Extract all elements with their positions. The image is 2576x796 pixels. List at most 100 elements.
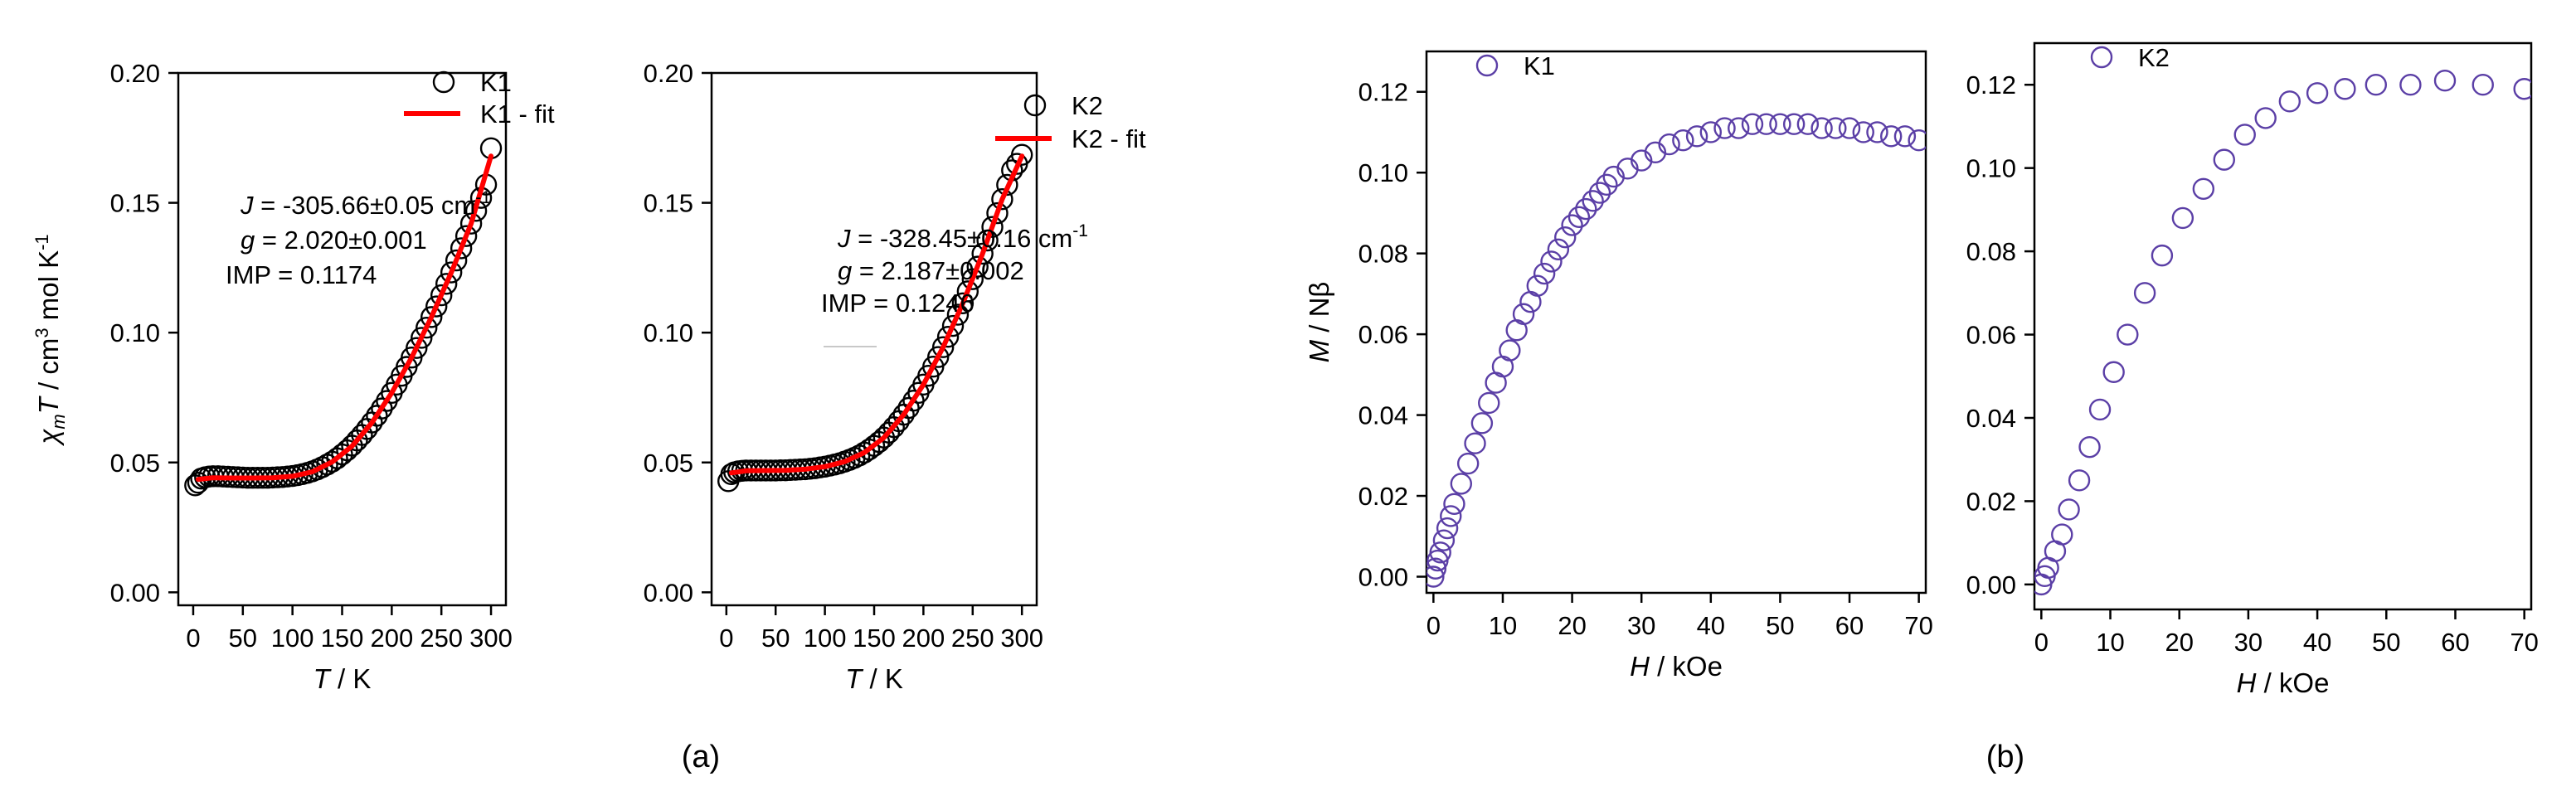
fit-annotation: IMP = 0.1174 xyxy=(226,260,377,289)
fit-annotation: J = -328.45±0.16 cm-1 xyxy=(837,221,1088,253)
x-axis-label: H / kOe xyxy=(2237,667,2330,698)
data-point-k1 xyxy=(411,327,433,349)
y-tick-label: 0.00 xyxy=(1966,570,2016,599)
data-point-k1 xyxy=(1699,121,1723,143)
x-tick-label: 50 xyxy=(1766,611,1794,640)
data-point-k1 xyxy=(1567,206,1591,228)
data-point-k2 xyxy=(2133,282,2156,304)
x-tick-label: 100 xyxy=(804,624,847,653)
y-tick-label: 0.15 xyxy=(110,189,160,218)
data-point-k2 xyxy=(986,201,1009,225)
data-point-k1 xyxy=(1893,125,1917,148)
y-tick-label: 0.00 xyxy=(1358,563,1408,592)
y-tick-label: 0.00 xyxy=(644,578,693,607)
data-point-k1 xyxy=(1741,113,1764,135)
data-point-k1 xyxy=(1427,557,1447,580)
data-point-k1 xyxy=(1526,274,1548,297)
data-point-k1 xyxy=(1478,391,1500,415)
data-point-k2 xyxy=(2399,74,2422,96)
data-point-k1 xyxy=(1499,339,1521,362)
data-point-k2 xyxy=(2365,74,2388,96)
x-tick-label: 40 xyxy=(2303,628,2331,657)
x-tick-label: 0 xyxy=(186,624,200,653)
fit-annotation: g = 2.020±0.001 xyxy=(241,226,427,255)
x-axis-label: T / K xyxy=(313,663,372,694)
data-point-k2 xyxy=(927,346,950,368)
data-point-k1 xyxy=(1470,412,1494,434)
x-tick-label: 60 xyxy=(2441,628,2469,657)
x-tick-label: 200 xyxy=(370,624,413,653)
data-point-k2 xyxy=(2192,177,2215,200)
chart-4: 0 10 20 30 40 50 60 70 0.00 0.02 0.04 0.06 0.08 0.10 0… xyxy=(1966,41,2539,698)
data-point-k2 xyxy=(2058,498,2080,521)
x-tick-label: 20 xyxy=(2165,628,2193,657)
y-tick-label: 0.05 xyxy=(110,449,160,478)
x-tick-label: 60 xyxy=(1835,611,1864,640)
x-tick-label: 300 xyxy=(469,624,513,653)
y-tick-label: 0.04 xyxy=(1358,401,1408,430)
x-tick-label: 70 xyxy=(1904,611,1932,640)
x-axis-label: H / kOe xyxy=(1630,651,1723,682)
x-tick-label: 30 xyxy=(1627,611,1655,640)
data-point-k2 xyxy=(2472,74,2494,96)
x-tick-label: 50 xyxy=(229,624,257,653)
data-point-k2 xyxy=(2051,523,2073,546)
data-point-k2 xyxy=(2078,435,2101,459)
data-point-k2 xyxy=(1010,143,1033,166)
plot-area xyxy=(2034,69,2531,596)
data-point-k1 xyxy=(1464,432,1486,454)
data-point-k1 xyxy=(420,306,443,328)
x-tick-label: 100 xyxy=(271,624,314,653)
y-axis-label: M / Nβ xyxy=(1304,282,1334,363)
data-point-k1 xyxy=(1685,125,1708,148)
data-point-k2 xyxy=(2117,323,2139,346)
x-tick-label: 50 xyxy=(2372,628,2400,657)
x-tick-label: 40 xyxy=(1697,611,1725,640)
fit-annotation: IMP = 0.1246 xyxy=(821,289,975,318)
data-point-k2 xyxy=(2513,78,2531,100)
data-point-k1 xyxy=(445,249,468,272)
fit-line-k2-fit xyxy=(728,153,1025,476)
legend-marker xyxy=(432,70,455,94)
data-point-k1 xyxy=(1852,121,1874,143)
y-tick-label: 0.12 xyxy=(1358,78,1408,107)
data-point-k1 xyxy=(1728,117,1750,139)
data-point-k2 xyxy=(2068,469,2091,492)
data-point-k1 xyxy=(1602,165,1625,188)
data-point-k2 xyxy=(956,280,979,303)
data-point-k1 xyxy=(1755,113,1777,135)
data-point-k1 xyxy=(366,405,388,427)
x-tick-label: 70 xyxy=(2510,628,2538,657)
data-point-k2 xyxy=(2102,361,2125,383)
chart-3: 0 10 20 30 40 50 60 70 0.00 0.02 0.04 0.06 0.08 0.10 0… xyxy=(1304,50,1933,682)
legend-marker xyxy=(1023,94,1047,117)
data-point-k1 xyxy=(1782,113,1806,135)
y-tick-label: 0.04 xyxy=(1966,404,2016,433)
data-point-k1 xyxy=(1440,505,1462,527)
y-tick-label: 0.20 xyxy=(110,59,160,88)
data-point-k2 xyxy=(991,188,1013,211)
legend-label: K1 xyxy=(1524,51,1555,80)
plot-area xyxy=(184,137,503,497)
data-point-k1 xyxy=(1866,121,1888,143)
legend-label: K2 xyxy=(1072,91,1103,120)
legend-label: K1 xyxy=(480,68,512,97)
data-point-k1 xyxy=(1596,173,1618,197)
data-point-k1 xyxy=(1561,214,1583,236)
data-point-k1 xyxy=(1644,141,1667,164)
data-point-k2 xyxy=(2151,244,2174,267)
x-tick-label: 300 xyxy=(1000,624,1043,653)
y-tick-label: 0.12 xyxy=(1966,70,2016,100)
data-point-k2 xyxy=(971,242,994,265)
data-point-k1 xyxy=(1616,158,1639,180)
y-tick-label: 0.06 xyxy=(1966,321,2016,350)
data-point-k1 xyxy=(1879,125,1903,148)
data-point-k2 xyxy=(2233,124,2256,146)
fit-annotation: g = 2.187±0.002 xyxy=(838,256,1024,285)
data-point-k1 xyxy=(1436,517,1459,540)
data-point-k1 xyxy=(1810,117,1833,139)
data-point-k2 xyxy=(2213,148,2235,171)
data-point-k2 xyxy=(2254,107,2277,129)
data-point-k1 xyxy=(459,212,483,235)
